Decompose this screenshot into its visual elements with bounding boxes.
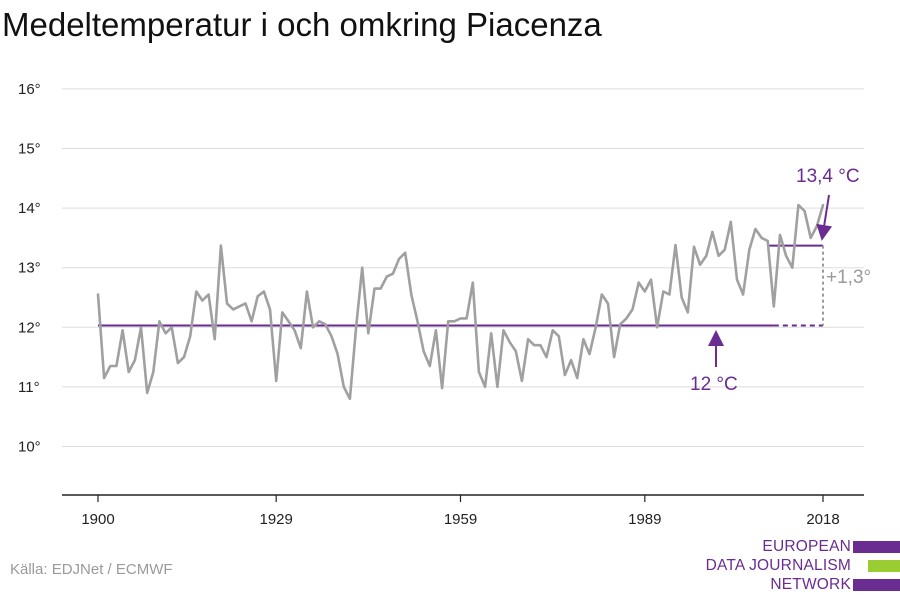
logo-bar-purple — [853, 541, 900, 553]
y-tick-label: 10° — [18, 439, 41, 456]
series-layer — [96, 203, 825, 401]
x-axis: 1900 1929 1959 1989 2018 — [62, 494, 864, 528]
annotation-layer: 13,4 °C 12 °C +1,3° — [690, 166, 871, 395]
logo-text-line: EUROPEAN — [762, 538, 851, 555]
logo-text-line: NETWORK — [770, 576, 851, 593]
y-tick-label: 15° — [18, 141, 41, 158]
temperature-series-line — [96, 203, 825, 401]
x-tick-label: 1900 — [81, 511, 114, 528]
x-tick-label: 1929 — [259, 511, 292, 528]
y-tick-label: 14° — [18, 200, 41, 217]
y-tick-label: 12° — [18, 319, 41, 336]
x-tick-label: 2018 — [806, 511, 839, 528]
y-tick-label: 11° — [18, 379, 40, 396]
delta-label: +1,3° — [826, 267, 871, 288]
baseline-label: 12 °C — [690, 374, 738, 395]
logo-bar-green — [868, 560, 900, 572]
x-tick-label: 1989 — [628, 511, 661, 528]
y-tick-label: 16° — [18, 81, 41, 98]
y-tick-label: 13° — [18, 260, 41, 277]
chart-title: Medeltemperatur i och omkring Piacenza — [2, 6, 602, 43]
edjnet-logo: EUROPEAN DATA JOURNALISM NETWORK — [700, 538, 900, 596]
recent-mean-label: 13,4 °C — [796, 166, 860, 187]
source-credit: Källa: EDJNet / ECMWF — [10, 561, 173, 578]
logo-text-line: DATA JOURNALISM — [705, 557, 851, 574]
logo-bar-purple — [853, 579, 900, 591]
x-tick-label: 1959 — [444, 511, 477, 528]
grid-layer: 10° 11° 12° 13° 14° 15° 16° — [18, 81, 864, 456]
reference-lines — [98, 244, 824, 327]
recent-mean-arrow — [816, 194, 833, 241]
